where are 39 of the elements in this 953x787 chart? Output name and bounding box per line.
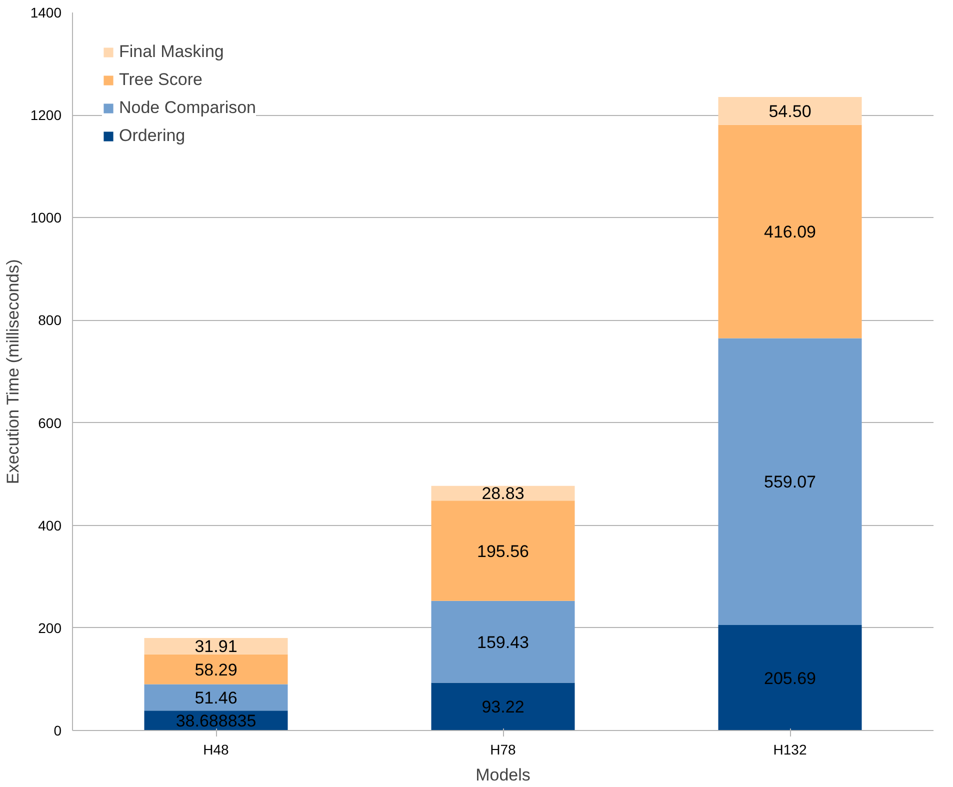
x-tick-label: H78 bbox=[490, 742, 516, 758]
bar bbox=[431, 682, 575, 730]
data-label: 58.29 bbox=[194, 660, 238, 680]
y-axis-title: Execution Time (milliseconds) bbox=[3, 259, 22, 484]
data-label: 195.56 bbox=[477, 542, 529, 561]
bar bbox=[718, 338, 862, 626]
data-label: 93.22 bbox=[482, 698, 524, 717]
bar bbox=[718, 96, 862, 125]
data-label: 28.83 bbox=[482, 484, 524, 504]
data-label: 54.50 bbox=[768, 102, 812, 121]
data-label: 51.46 bbox=[194, 688, 238, 708]
data-label: 159.43 bbox=[477, 632, 529, 652]
y-tick-label: 600 bbox=[38, 414, 62, 431]
bar bbox=[144, 684, 288, 711]
bar bbox=[431, 600, 575, 683]
y-tick-label: 1400 bbox=[30, 4, 62, 20]
bar bbox=[718, 625, 862, 730]
legend-label: Tree Score bbox=[119, 70, 202, 90]
y-tick-label: 1200 bbox=[30, 107, 62, 124]
y-tick-label: 1000 bbox=[30, 210, 62, 226]
data-label: 38.688835 bbox=[176, 712, 256, 731]
y-tick-label: 800 bbox=[38, 312, 62, 328]
legend-label: Ordering bbox=[119, 126, 186, 146]
data-label: 31.91 bbox=[194, 637, 238, 656]
y-tick-label: 400 bbox=[38, 517, 62, 534]
legend-label: Final Masking bbox=[119, 42, 224, 62]
x-tick-label: H48 bbox=[203, 742, 230, 758]
data-label: 205.69 bbox=[764, 668, 816, 688]
data-label: 559.07 bbox=[764, 472, 816, 492]
bar bbox=[144, 654, 288, 684]
data-label: 416.09 bbox=[764, 222, 816, 242]
bar bbox=[144, 638, 288, 654]
y-tick-label: 0 bbox=[54, 722, 62, 738]
bar bbox=[431, 500, 575, 601]
y-tick-label: 200 bbox=[38, 620, 62, 636]
x-axis-title: Models bbox=[476, 766, 530, 784]
legend-label: Node Comparison bbox=[119, 98, 256, 118]
x-tick-label: H132 bbox=[773, 742, 807, 758]
bar bbox=[718, 124, 862, 338]
